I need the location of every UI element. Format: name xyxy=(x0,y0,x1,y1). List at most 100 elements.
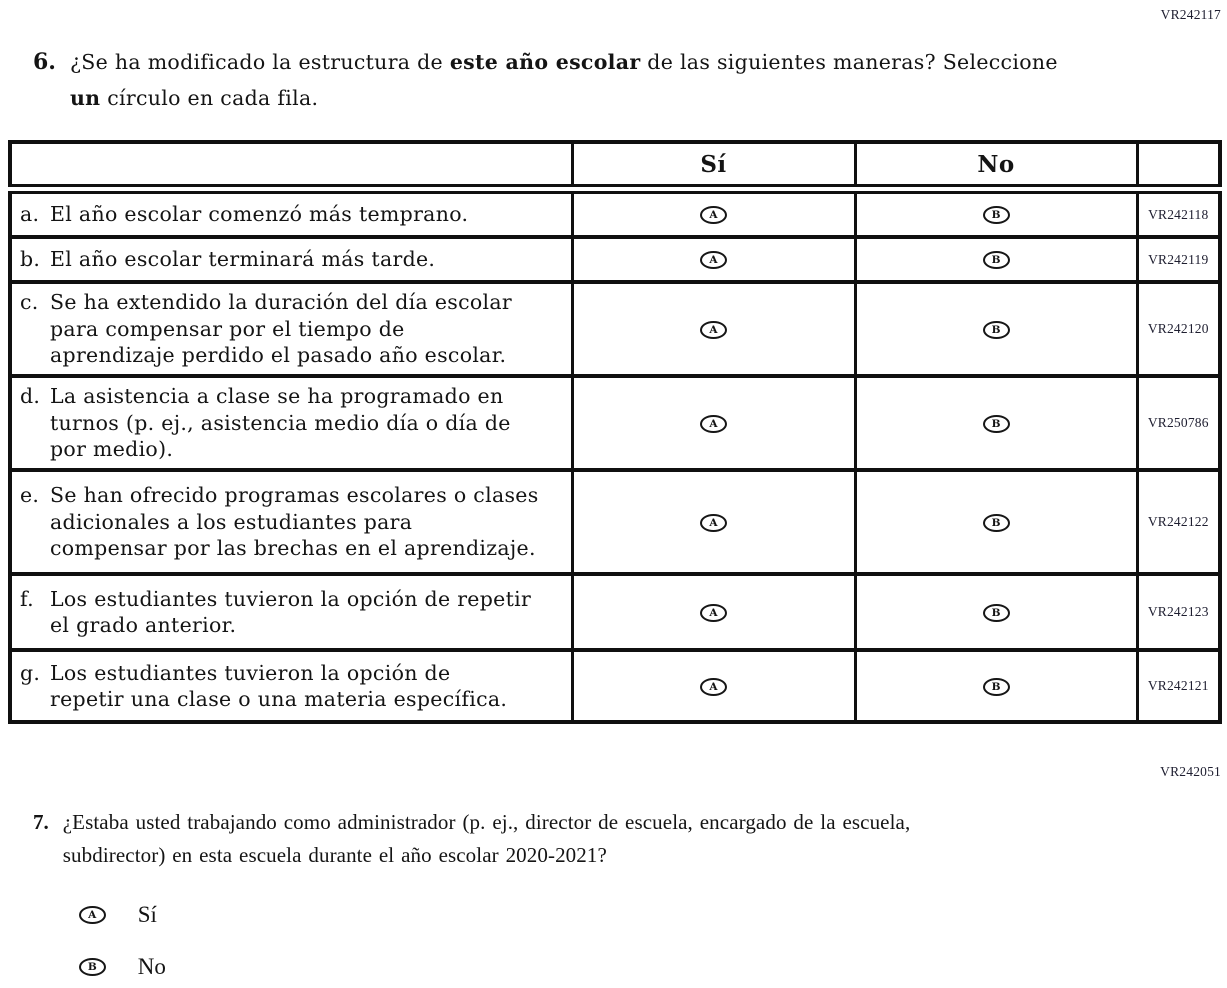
statement-f: f. Los estudiantes tuvieron la opción de … xyxy=(8,572,574,652)
row-code: VR242122 xyxy=(1135,468,1222,576)
table-row-a: a. El año escolar comenzó más temprano. A… xyxy=(8,187,1222,239)
form-code-mid: VR242051 xyxy=(1160,764,1221,779)
yes-cell-c: A xyxy=(570,280,857,378)
question-7-number: 7. xyxy=(33,810,49,834)
question-7-text: ¿Estaba usted trabajando como administra… xyxy=(63,806,911,988)
row-text-line: Se ha extendido la duración del día esco… xyxy=(50,290,512,315)
answer-bubble-a[interactable]: A xyxy=(700,677,727,696)
option-no-row: B No xyxy=(78,954,911,980)
question-7-options: A Sí B No xyxy=(63,902,911,980)
row-text-line: adicionales a los estudiantes para xyxy=(50,509,413,534)
row-code: VR242120 xyxy=(1135,280,1222,378)
answer-bubble-a[interactable]: A xyxy=(700,251,727,270)
statement-e: e. Se han ofrecido programas escolares o … xyxy=(8,468,574,576)
answer-bubble-b[interactable]: B xyxy=(982,414,1010,433)
row-letter: c. xyxy=(20,290,39,315)
no-cell-d: B xyxy=(853,374,1139,472)
header-no: No xyxy=(853,140,1139,194)
answer-bubble-b[interactable]: B xyxy=(982,206,1010,225)
statement-a: a. El año escolar comenzó más temprano. xyxy=(8,187,574,239)
question-6-text: ¿Se ha modificado la estructura de este … xyxy=(70,44,1058,116)
row-text-line: aprendizaje perdido el pasado año escola… xyxy=(50,343,507,368)
answer-bubble-b[interactable]: B xyxy=(982,603,1010,622)
option-no-label: No xyxy=(137,954,166,979)
answer-bubble-b[interactable]: B xyxy=(982,251,1010,270)
question-6-line1-bold: este año escolar xyxy=(449,50,641,74)
question-7-line-2: subdirector) en esta escuela durante el … xyxy=(62,843,607,867)
row-text-line: El año escolar comenzó más temprano. xyxy=(50,202,469,227)
yes-cell-b: A xyxy=(570,235,857,284)
row-code: VR242123 xyxy=(1135,572,1222,652)
yes-cell-g: A xyxy=(570,648,857,724)
row-text-line: para compensar por el tiempo de xyxy=(50,316,405,341)
answer-bubble-b[interactable]: B xyxy=(982,320,1010,339)
question-6-answer-table: Sí No a. El año escolar comenzó más tempr… xyxy=(8,140,1222,724)
no-cell-g: B xyxy=(853,648,1139,724)
statement-c: c. Se ha extendido la duración del día es… xyxy=(8,280,574,378)
table-header-row: Sí No xyxy=(8,140,1222,194)
question-6-number: 6. xyxy=(33,49,56,75)
row-code: VR250786 xyxy=(1135,374,1222,472)
statement-d: d. La asistencia a clase se ha programado… xyxy=(8,374,574,472)
table-row-d: d. La asistencia a clase se ha programado… xyxy=(8,374,1222,472)
no-cell-c: B xyxy=(853,280,1139,378)
header-statement-cell xyxy=(8,140,574,194)
question-7: 7. ¿Estaba usted trabajando como adminis… xyxy=(33,806,910,988)
answer-bubble-b[interactable]: B xyxy=(982,513,1010,532)
table-row-g: g. Los estudiantes tuvieron la opción de … xyxy=(8,648,1222,724)
statement-g: g. Los estudiantes tuvieron la opción de … xyxy=(8,648,574,724)
row-code: VR242118 xyxy=(1135,187,1222,239)
question-6-line-2: un círculo en cada fila. xyxy=(70,80,1058,116)
row-letter: b. xyxy=(20,247,41,272)
answer-bubble-a[interactable]: A xyxy=(700,513,727,532)
table-row-b: b. El año escolar terminará más tarde. A … xyxy=(8,235,1222,284)
question-6-line-1: ¿Se ha modificado la estructura de este … xyxy=(70,44,1058,80)
no-cell-b: B xyxy=(853,235,1139,284)
answer-bubble-a[interactable]: A xyxy=(700,603,727,622)
row-text-line: El año escolar terminará más tarde. xyxy=(50,247,436,272)
question-7-line-1: ¿Estaba usted trabajando como administra… xyxy=(62,810,911,834)
table-row-f: f. Los estudiantes tuvieron la opción de … xyxy=(8,572,1222,652)
no-cell-e: B xyxy=(853,468,1139,576)
answer-bubble-a[interactable]: A xyxy=(78,906,106,924)
yes-cell-a: A xyxy=(570,187,857,239)
form-code-top: VR242117 xyxy=(1160,7,1221,22)
no-cell-a: B xyxy=(853,187,1139,239)
row-letter: e. xyxy=(20,483,40,508)
option-yes-label: Sí xyxy=(137,902,157,927)
row-text-line: compensar por las brechas en el aprendiz… xyxy=(50,536,536,561)
row-letter: a. xyxy=(20,202,40,227)
row-text-line: turnos (p. ej., asistencia medio día o d… xyxy=(50,410,511,435)
header-yes: Sí xyxy=(570,140,857,194)
yes-cell-d: A xyxy=(570,374,857,472)
row-text-line: por medio). xyxy=(50,437,174,462)
row-code: VR242121 xyxy=(1135,648,1222,724)
answer-bubble-a[interactable]: A xyxy=(700,206,727,225)
yes-cell-f: A xyxy=(570,572,857,652)
option-yes-row: A Sí xyxy=(78,902,911,928)
row-text-line: Los estudiantes tuvieron la opción de xyxy=(50,660,451,685)
row-text-line: Los estudiantes tuvieron la opción de re… xyxy=(50,586,532,611)
answer-bubble-a[interactable]: A xyxy=(700,320,727,339)
row-text-line: Se han ofrecido programas escolares o cl… xyxy=(50,483,539,508)
row-text-line: repetir una clase o una materia específi… xyxy=(50,687,508,711)
header-code-cell xyxy=(1135,140,1222,194)
no-cell-f: B xyxy=(853,572,1139,652)
question-6-line1-post: de las siguientes maneras? Seleccione xyxy=(640,50,1058,74)
answer-bubble-a[interactable]: A xyxy=(700,414,727,433)
row-letter: g. xyxy=(20,660,41,685)
answer-bubble-b[interactable]: B xyxy=(982,677,1010,696)
question-6-line1-pre: ¿Se ha modificado la estructura de xyxy=(69,50,450,74)
table-row-c: c. Se ha extendido la duración del día es… xyxy=(8,280,1222,378)
row-letter: d. xyxy=(20,384,41,409)
statement-b: b. El año escolar terminará más tarde. xyxy=(8,235,574,284)
answer-bubble-b[interactable]: B xyxy=(78,958,106,976)
question-6: 6. ¿Se ha modificado la estructura de es… xyxy=(33,44,1058,116)
question-6-line2-post: círculo en cada fila. xyxy=(100,86,319,110)
question-6-line2-bold: un xyxy=(69,86,101,110)
row-text-line: el grado anterior. xyxy=(50,613,237,637)
row-text-line: La asistencia a clase se ha programado e… xyxy=(50,384,504,409)
table-row-e: e. Se han ofrecido programas escolares o … xyxy=(8,468,1222,576)
row-letter: f. xyxy=(20,586,34,611)
